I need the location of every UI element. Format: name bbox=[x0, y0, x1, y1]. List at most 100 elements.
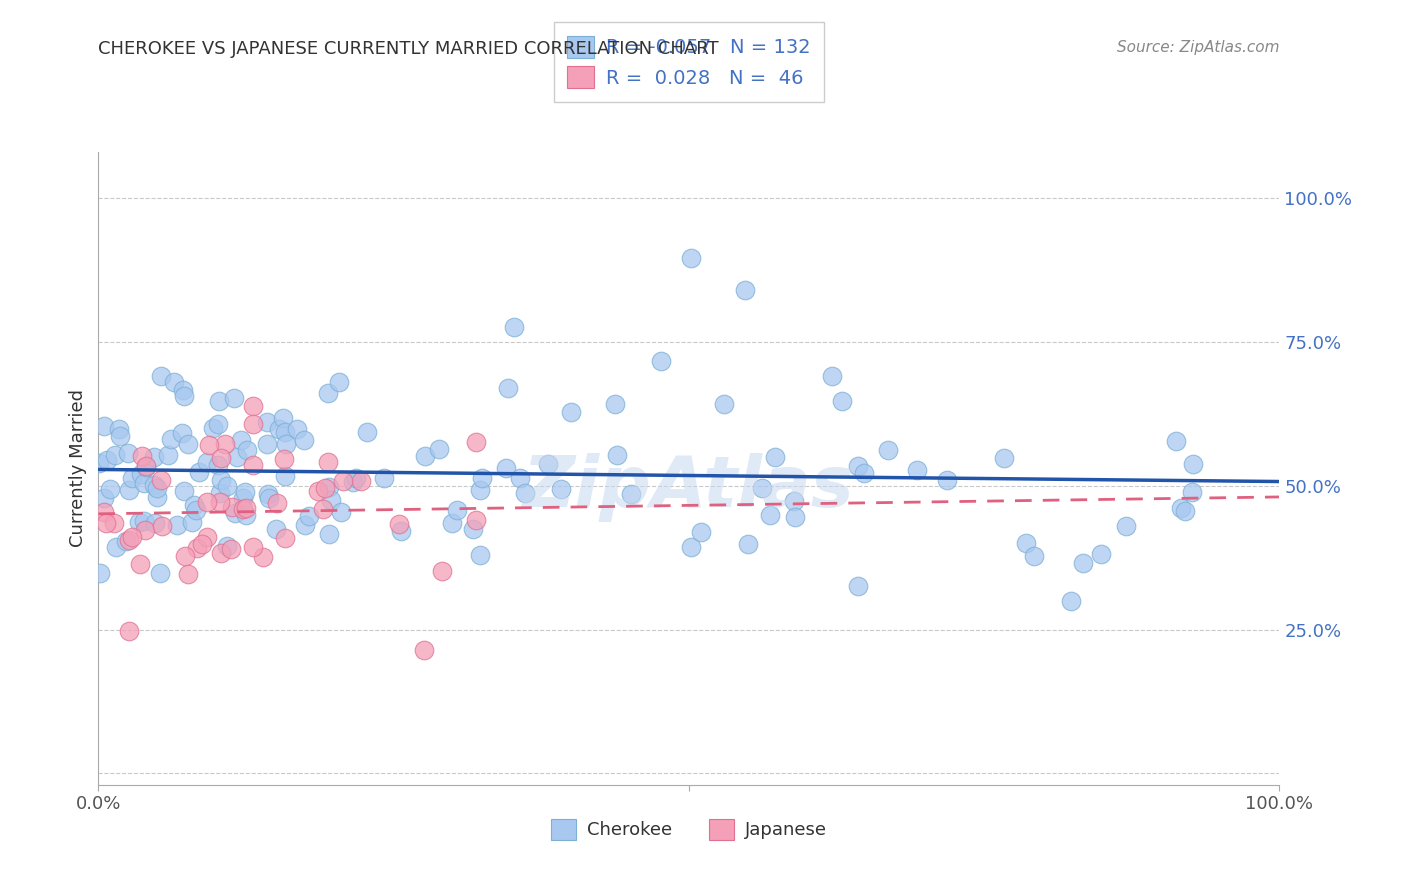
Point bbox=[121, 471, 143, 485]
Point bbox=[188, 465, 211, 479]
Point bbox=[465, 513, 488, 527]
Point bbox=[737, 537, 759, 551]
Point bbox=[274, 531, 297, 545]
Point bbox=[821, 369, 844, 384]
Point bbox=[783, 494, 806, 508]
Point bbox=[468, 483, 491, 497]
Point bbox=[471, 471, 494, 485]
Point bbox=[427, 442, 450, 456]
Point bbox=[131, 449, 153, 463]
Point bbox=[1174, 504, 1197, 518]
Point bbox=[103, 516, 125, 530]
Point bbox=[285, 421, 308, 435]
Point bbox=[314, 481, 336, 495]
Point bbox=[606, 448, 628, 462]
Point bbox=[321, 492, 343, 507]
Point bbox=[207, 458, 229, 473]
Point bbox=[135, 458, 157, 473]
Point bbox=[197, 438, 219, 452]
Point bbox=[221, 541, 243, 556]
Point bbox=[149, 369, 172, 384]
Point bbox=[316, 454, 339, 468]
Point bbox=[1022, 549, 1045, 564]
Point bbox=[763, 450, 786, 465]
Point bbox=[266, 496, 288, 510]
Point bbox=[209, 450, 232, 465]
Point bbox=[316, 386, 339, 401]
Point bbox=[180, 516, 202, 530]
Point bbox=[191, 537, 214, 551]
Point bbox=[150, 473, 173, 487]
Point bbox=[468, 549, 491, 563]
Point bbox=[146, 481, 169, 495]
Point bbox=[274, 469, 297, 483]
Point bbox=[312, 502, 335, 516]
Point bbox=[221, 500, 243, 514]
Point bbox=[173, 389, 195, 403]
Point bbox=[186, 541, 208, 555]
Point bbox=[496, 381, 519, 395]
Point bbox=[93, 491, 115, 505]
Point bbox=[131, 467, 153, 481]
Point bbox=[207, 417, 229, 432]
Point bbox=[96, 516, 118, 530]
Point bbox=[515, 485, 537, 500]
Point bbox=[183, 499, 205, 513]
Point bbox=[734, 283, 756, 297]
Point bbox=[242, 400, 264, 414]
Point bbox=[465, 434, 488, 449]
Point bbox=[129, 557, 152, 571]
Y-axis label: Currently Married: Currently Married bbox=[69, 389, 87, 548]
Point bbox=[495, 461, 517, 475]
Point bbox=[461, 522, 484, 536]
Point bbox=[1170, 500, 1192, 515]
Point bbox=[432, 564, 454, 578]
Point bbox=[274, 437, 297, 451]
Point bbox=[1115, 519, 1137, 533]
Point bbox=[132, 475, 155, 490]
Point bbox=[1060, 594, 1083, 608]
Point bbox=[356, 425, 378, 439]
Point bbox=[217, 478, 239, 492]
Point bbox=[172, 384, 194, 398]
Point bbox=[224, 506, 246, 520]
Point bbox=[229, 433, 252, 447]
Point bbox=[620, 487, 643, 501]
Point bbox=[170, 425, 193, 440]
Point bbox=[118, 533, 141, 548]
Point bbox=[603, 397, 626, 411]
Point bbox=[214, 436, 236, 450]
Point bbox=[387, 516, 409, 531]
Point bbox=[1090, 547, 1112, 561]
Point bbox=[446, 503, 468, 517]
Point bbox=[292, 433, 315, 447]
Point bbox=[177, 567, 200, 582]
Point bbox=[166, 518, 188, 533]
Point bbox=[114, 534, 136, 549]
Point bbox=[936, 473, 959, 487]
Point bbox=[149, 566, 172, 580]
Point bbox=[274, 425, 297, 439]
Point bbox=[201, 421, 224, 435]
Text: ZipAtlas: ZipAtlas bbox=[523, 453, 855, 522]
Point bbox=[104, 448, 127, 462]
Point bbox=[294, 517, 316, 532]
Point bbox=[142, 450, 165, 464]
Point bbox=[785, 510, 807, 524]
Point bbox=[242, 417, 264, 432]
Point bbox=[143, 477, 166, 491]
Point bbox=[242, 540, 264, 554]
Point bbox=[217, 539, 239, 553]
Point bbox=[195, 495, 218, 509]
Point bbox=[713, 397, 735, 411]
Point bbox=[560, 405, 582, 419]
Point bbox=[269, 422, 291, 436]
Point bbox=[156, 448, 179, 462]
Text: CHEROKEE VS JAPANESE CURRENTLY MARRIED CORRELATION CHART: CHEROKEE VS JAPANESE CURRENTLY MARRIED C… bbox=[98, 40, 718, 58]
Point bbox=[257, 491, 280, 505]
Point bbox=[110, 429, 132, 443]
Point bbox=[318, 526, 340, 541]
Point bbox=[235, 485, 257, 500]
Point bbox=[1071, 556, 1094, 570]
Point bbox=[831, 394, 853, 409]
